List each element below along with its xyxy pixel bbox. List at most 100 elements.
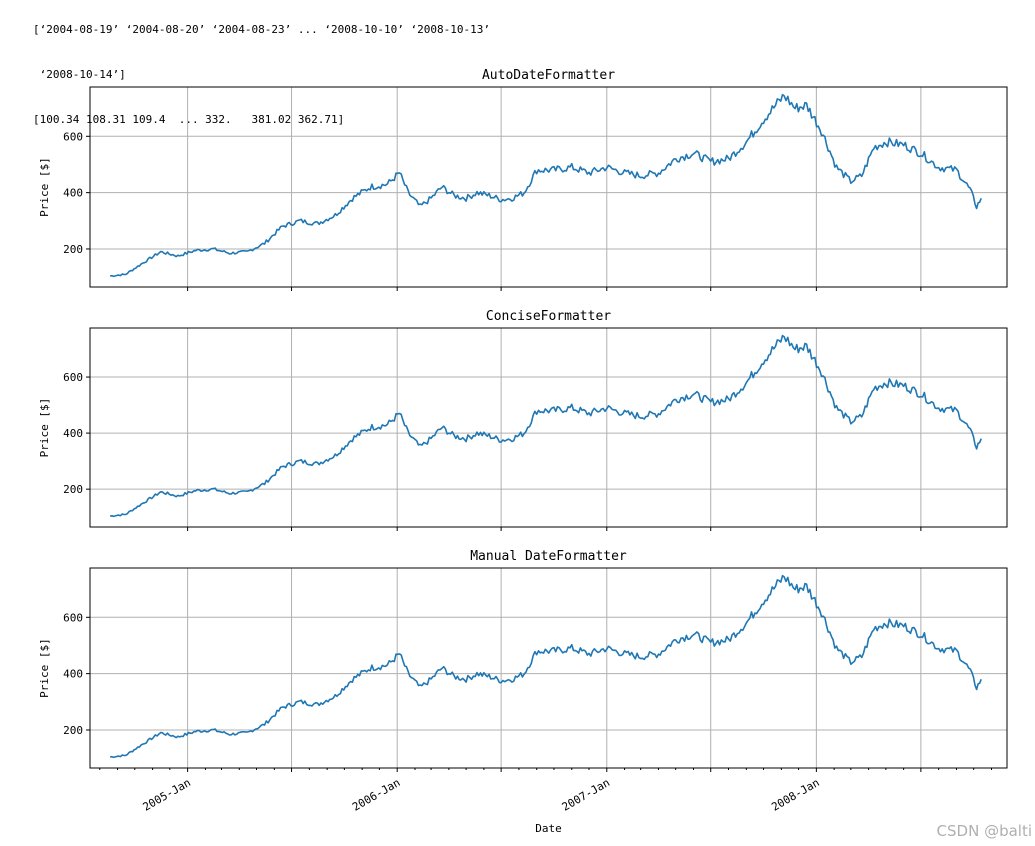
data-point (317, 223, 318, 224)
y-tick-label: 200 (63, 724, 83, 737)
data-point (763, 600, 764, 601)
data-point (536, 650, 537, 651)
data-point (501, 199, 502, 200)
data-point (466, 198, 467, 199)
data-point (229, 253, 230, 254)
data-point (501, 440, 502, 441)
y-tick-label: 400 (63, 187, 83, 200)
data-point (352, 198, 353, 199)
data-point (387, 424, 388, 425)
data-point (710, 161, 711, 162)
data-point (795, 108, 796, 109)
data-point (938, 407, 939, 408)
chart-panel-1: AutoDateFormatter 200 400 600 Price [$] (38, 68, 1008, 291)
data-point (806, 105, 807, 106)
data-point (264, 483, 265, 484)
data-point (399, 413, 400, 414)
data-point (976, 687, 977, 688)
data-point (861, 656, 862, 657)
data-point (195, 490, 196, 491)
data-point (970, 430, 971, 431)
data-point (476, 192, 477, 193)
data-point (453, 676, 454, 677)
data-point (264, 724, 265, 725)
data-point (970, 189, 971, 190)
chart-title: Manual DateFormatter (470, 549, 627, 564)
data-point (488, 195, 489, 196)
data-point (264, 243, 265, 244)
data-point (523, 673, 524, 674)
data-point (488, 676, 489, 677)
data-point (920, 153, 921, 154)
data-point (430, 679, 431, 680)
data-point (873, 147, 874, 148)
axes-frame (89, 86, 1008, 288)
data-point (399, 653, 400, 654)
data-point (299, 461, 300, 462)
console-line-dates: [‘2004-08-19’ ‘2004-08-20’ ‘2004-08-23’ … (33, 23, 490, 36)
price-series-line (109, 334, 982, 518)
console-output: [‘2004-08-19’ ‘2004-08-20’ ‘2004-08-23’ … (33, 0, 490, 150)
y-tick-label: 200 (63, 243, 83, 256)
chart-title: ConciseFormatter (486, 309, 611, 324)
data-point (693, 634, 694, 635)
data-point (956, 169, 957, 170)
data-point (125, 514, 126, 515)
data-point (728, 158, 729, 159)
data-point (511, 198, 512, 199)
data-point (588, 172, 589, 173)
data-point (920, 393, 921, 394)
data-point (956, 410, 957, 411)
data-point (553, 169, 554, 170)
data-point (806, 346, 807, 347)
data-point (606, 648, 607, 649)
chart-panel-3: Manual DateFormatter 200 400 600 2005-Jan 200… (38, 549, 1008, 835)
data-point (109, 515, 110, 516)
data-point (746, 382, 747, 383)
data-point (441, 427, 442, 428)
data-point (728, 399, 729, 400)
data-point (710, 402, 711, 403)
x-tick-label: 2007-Jan (560, 776, 612, 814)
data-point (710, 642, 711, 643)
data-point (536, 169, 537, 170)
data-point (317, 463, 318, 464)
data-point (588, 413, 589, 414)
x-tick-label: 2008-Jan (769, 776, 821, 814)
console-line-prices: [100.34 108.31 109.4 ... 332. 381.02 362… (33, 113, 345, 126)
data-point (795, 589, 796, 590)
y-tick-label: 200 (63, 483, 83, 496)
data-point (213, 248, 214, 249)
data-point (536, 410, 537, 411)
data-point (488, 435, 489, 436)
data-point (850, 662, 851, 663)
data-point (453, 435, 454, 436)
data-point (658, 653, 659, 654)
data-point (441, 186, 442, 187)
axes-frame (89, 567, 1008, 769)
data-point (675, 639, 676, 640)
data-point (784, 336, 785, 337)
data-point (938, 167, 939, 168)
data-point (571, 407, 572, 408)
data-point (453, 195, 454, 196)
data-point (624, 653, 625, 654)
data-point (195, 250, 196, 251)
data-point (693, 153, 694, 154)
data-point (387, 184, 388, 185)
data-point (970, 670, 971, 671)
data-point (640, 416, 641, 417)
data-point (408, 192, 409, 193)
data-point (746, 622, 747, 623)
data-point (836, 167, 837, 168)
data-point (420, 447, 421, 448)
data-point (523, 192, 524, 193)
data-point (836, 407, 837, 408)
data-point (370, 667, 371, 668)
chart-title: AutoDateFormatter (482, 68, 615, 83)
y-tick-label: 400 (63, 427, 83, 440)
chart-panel-2: ConciseFormatter 200 400 600 Price [$] (38, 309, 1008, 531)
data-point (861, 416, 862, 417)
data-point (317, 704, 318, 705)
data-point (956, 650, 957, 651)
